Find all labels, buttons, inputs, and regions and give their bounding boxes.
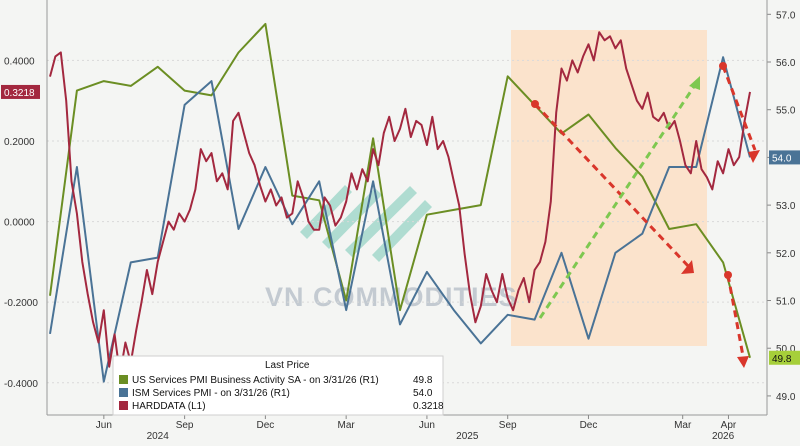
legend-value-ism: 54.0 <box>413 388 433 399</box>
legend-label-us-pmi: US Services PMI Business Activity SA - o… <box>132 375 379 386</box>
legend-swatch-ism <box>119 388 128 397</box>
legend-value-us-pmi: 49.8 <box>413 375 433 386</box>
legend-box <box>112 355 444 416</box>
trend-arrow-hard-head <box>748 150 760 163</box>
arrow-layer <box>531 62 760 368</box>
left-tick-label: 0.0000 <box>4 218 35 229</box>
x-tick-label: Mar <box>338 420 356 431</box>
trend-arrow-ism-head <box>689 76 700 90</box>
legend-label-harddata: HARDDATA (L1) <box>132 401 206 412</box>
x-tick-label: Dec <box>256 420 274 431</box>
trend-arrow-pmi-2 <box>726 274 745 357</box>
right-tick-label: 55.0 <box>776 106 796 117</box>
left-tick-label: -0.4000 <box>4 379 38 390</box>
last-value-text-us_pmi: 49.8 <box>772 354 792 365</box>
x-tick-label: Sep <box>176 420 194 431</box>
x-year-label: 2024 <box>147 431 170 441</box>
trend-arrow-hard <box>721 65 757 151</box>
legend-title: Last Price <box>265 360 310 371</box>
x-tick-label: Jun <box>96 420 112 431</box>
trend-arrow-pmi-head <box>681 260 694 274</box>
x-year-label: 2025 <box>456 431 479 441</box>
x-tick-label: Jun <box>419 420 435 431</box>
right-tick-label: 57.0 <box>776 10 796 21</box>
legend-swatch-us-pmi <box>119 375 128 384</box>
trend-arrow-pmi-2-dot <box>724 271 732 279</box>
last-value-text-ism: 54.0 <box>772 153 792 164</box>
trend-arrow-pmi-2-head <box>737 356 749 368</box>
right-tick-label: 51.0 <box>776 297 796 308</box>
x-year-label: 2026 <box>712 431 735 441</box>
legend-value-harddata: 0.3218 <box>413 401 444 412</box>
x-tick-label: Dec <box>580 420 598 431</box>
left-tick-label: 0.4000 <box>4 56 35 67</box>
legend: Last Price US Services PMI Business Acti… <box>112 355 444 416</box>
right-tick-label: 49.0 <box>776 392 796 403</box>
last-value-text-harddata: 0.3218 <box>4 88 35 99</box>
highlight-region <box>511 30 707 346</box>
right-tick-label: 50.0 <box>776 344 796 355</box>
last-value-tag-ism <box>769 150 800 165</box>
trend-arrow-ism <box>538 84 697 319</box>
legend-swatch-harddata <box>119 401 128 410</box>
x-tick-label: Apr <box>721 420 737 431</box>
trend-arrow-pmi-dot <box>531 100 539 108</box>
right-tick-label: 52.0 <box>776 249 796 260</box>
right-tick-label: 53.0 <box>776 201 796 212</box>
left-tick-label: -0.2000 <box>4 298 38 309</box>
watermark-text: VN COMMODITIES <box>265 282 518 312</box>
last-value-tag-us_pmi <box>769 350 800 365</box>
series-us-services-pmi <box>49 22 751 359</box>
legend-label-ism: ISM Services PMI - on 3/31/26 (R1) <box>132 388 290 399</box>
last-value-tag-harddata <box>1 84 40 99</box>
series-layer <box>49 22 751 383</box>
x-tick-label: Mar <box>674 420 692 431</box>
series-harddata <box>49 31 751 376</box>
right-tick-label: 56.0 <box>776 58 796 69</box>
x-tick-label: Sep <box>499 420 517 431</box>
tags-layer: 0.3218 54.0 49.8 <box>1 84 800 365</box>
trend-arrow-hard-dot <box>719 62 727 70</box>
trend-arrow-pmi <box>533 102 692 270</box>
left-tick-label: 0.2000 <box>4 137 35 148</box>
series-ism-services-pmi <box>49 56 751 383</box>
